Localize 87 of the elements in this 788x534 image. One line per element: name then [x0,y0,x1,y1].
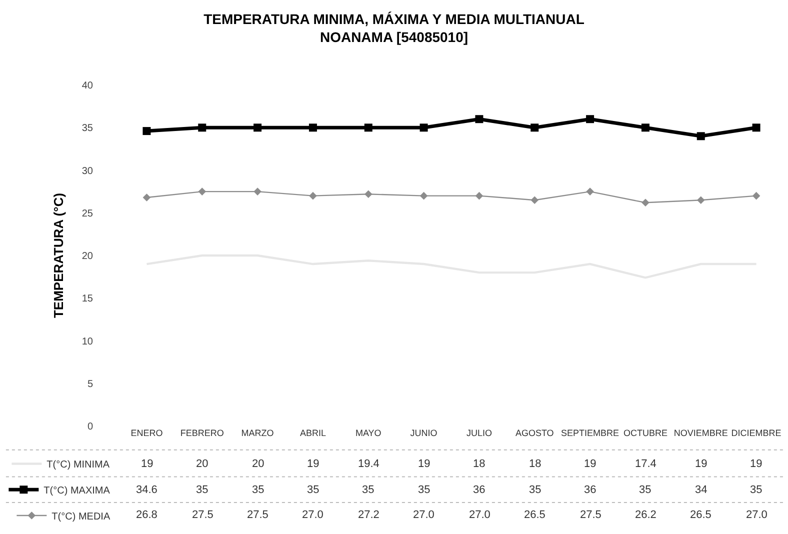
x-tick-label: OCTUBRE [623,428,668,438]
point [364,124,372,132]
data-label: 20 [252,458,264,470]
x-tick-label: AGOSTO [515,428,554,438]
data-label: 19 [141,458,154,470]
data-label: 27.5 [192,509,214,521]
data-label: 26.2 [635,509,656,521]
legend-label: T(°C) MEDIA [52,511,110,522]
data-label: 35 [252,484,264,496]
point [364,190,372,198]
data-label: 26.5 [524,509,546,521]
point [198,124,206,132]
data-label: 36 [473,484,486,496]
y-tick-label: 15 [82,294,94,305]
data-label: 18 [473,458,486,470]
point [142,127,151,136]
data-label: 27.2 [358,509,380,521]
point [420,192,428,200]
data-label: 17.4 [635,458,656,470]
point [309,192,317,200]
point [308,124,317,132]
x-tick-label: JUNIO [410,428,438,438]
y-tick-label: 40 [82,80,94,92]
point [696,132,705,140]
point [530,124,539,132]
line-series [146,254,758,279]
x-tick-label: JULIO [466,428,492,438]
data-label: 27.5 [580,509,602,521]
point [586,115,594,124]
x-tick-label: FEBRERO [180,428,224,438]
point [530,196,539,204]
data-label: 20 [196,458,208,470]
data-label: 19 [307,458,320,470]
point [696,196,705,204]
point [752,192,760,200]
x-tick-label: DICIEMBRE [731,428,782,438]
data-label: 35 [418,484,430,496]
point [475,115,484,124]
point [254,124,262,132]
data-label: 35 [362,484,374,496]
data-label: 35 [196,484,208,496]
data-label: 18 [529,458,542,470]
data-label: 36 [584,484,596,496]
y-tick-label: 20 [82,251,94,262]
data-label: 34 [695,484,708,496]
point [642,198,650,207]
point [641,124,650,132]
x-tick-label: MAYO [355,428,382,438]
x-tick-label: MARZO [241,428,274,438]
data-label: 35 [750,484,762,496]
data-label: 19 [695,458,708,470]
data-label: 19 [418,458,430,470]
y-tick-label: 10 [82,336,94,348]
y-tick-label: 30 [82,166,94,177]
data-label: 27.0 [413,509,434,521]
x-tick-label: ABRIL [300,428,326,438]
legend-label: T(°C) MINIMA [46,460,110,471]
data-label: 27.0 [469,509,490,521]
x-tick-label: ENERO [130,428,163,438]
data-label: 27.5 [247,509,268,521]
data-label: 35 [639,484,652,496]
y-tick-label: 0 [87,422,94,432]
chart-title: TEMPERATURA MINIMA, MÁXIMA Y MEDIA MULTIANUAL NOANAMA [54085010] [204,11,585,46]
data-label: 27.0 [302,509,324,521]
y-axis-title: TEMPERATURA (°C) [50,192,66,318]
data-label: 19 [584,458,596,470]
data-label: 35 [529,484,542,496]
data-label: 35 [307,484,320,496]
point [475,192,484,200]
point [752,124,760,132]
point [586,188,594,196]
x-tick-label: SEPTIEMBRE [561,428,620,438]
point [420,124,428,132]
x-tick-label: NOVIEMBRE [674,428,728,438]
data-label: 19 [750,458,762,470]
y-tick-label: 25 [82,208,94,220]
y-tick-label: 5 [87,378,94,390]
y-tick-label: 35 [82,123,94,134]
data-label: 26.5 [690,509,712,521]
data-label: 34.6 [136,484,158,496]
point [254,188,262,196]
legend-label: T(°C) MAXIMA [44,486,110,497]
data-label: 27.0 [746,509,768,521]
data-label: 19.4 [358,458,380,470]
data-label: 26.8 [136,509,158,521]
point [142,194,151,202]
point [198,188,206,196]
